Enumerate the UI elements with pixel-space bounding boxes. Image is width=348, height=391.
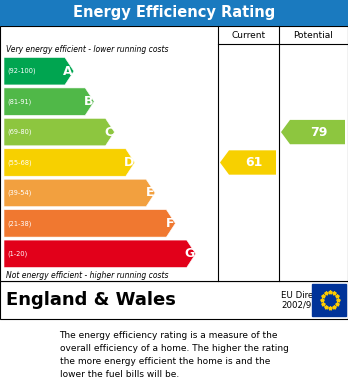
Text: Potential: Potential xyxy=(294,30,333,39)
Bar xyxy=(0,26,348,281)
Text: (92-100): (92-100) xyxy=(7,68,35,74)
Text: (81-91): (81-91) xyxy=(7,99,31,105)
Text: A: A xyxy=(63,65,73,78)
Bar xyxy=(312,284,346,316)
Text: (39-54): (39-54) xyxy=(7,190,31,196)
Bar xyxy=(0,0,348,26)
Text: Very energy efficient - lower running costs: Very energy efficient - lower running co… xyxy=(6,45,168,54)
Polygon shape xyxy=(220,150,276,175)
Polygon shape xyxy=(4,149,135,176)
Text: (21-38): (21-38) xyxy=(7,220,31,227)
Text: The energy efficiency rating is a measure of the
overall efficiency of a home. T: The energy efficiency rating is a measur… xyxy=(60,331,288,379)
Text: (55-68): (55-68) xyxy=(7,159,32,166)
Text: 61: 61 xyxy=(245,156,262,169)
Text: Not energy efficient - higher running costs: Not energy efficient - higher running co… xyxy=(6,271,168,280)
Polygon shape xyxy=(4,210,175,237)
Text: EU Directive: EU Directive xyxy=(281,291,334,300)
Text: England & Wales: England & Wales xyxy=(6,291,176,309)
Text: (1-20): (1-20) xyxy=(7,251,27,257)
Polygon shape xyxy=(281,120,345,144)
Text: C: C xyxy=(104,126,113,138)
Text: F: F xyxy=(166,217,174,230)
Text: G: G xyxy=(184,247,195,260)
Text: 79: 79 xyxy=(310,126,327,138)
Polygon shape xyxy=(4,118,114,146)
Polygon shape xyxy=(4,179,155,206)
Polygon shape xyxy=(4,57,74,85)
Text: E: E xyxy=(145,187,154,199)
Text: Energy Efficiency Rating: Energy Efficiency Rating xyxy=(73,5,275,20)
Text: D: D xyxy=(124,156,134,169)
Text: Current: Current xyxy=(231,30,266,39)
Polygon shape xyxy=(4,240,196,267)
Text: B: B xyxy=(84,95,93,108)
Bar xyxy=(0,281,348,319)
Text: (69-80): (69-80) xyxy=(7,129,32,135)
Text: 2002/91/EC: 2002/91/EC xyxy=(281,301,331,310)
Polygon shape xyxy=(4,88,94,115)
